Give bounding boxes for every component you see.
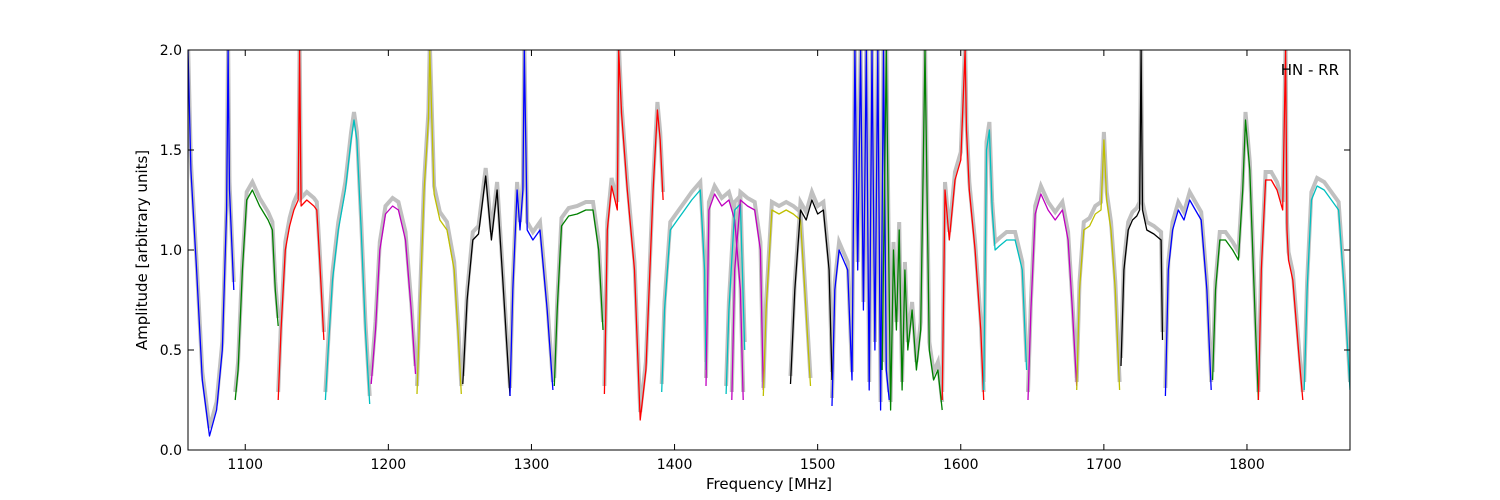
series-line-9: [603, 50, 664, 421]
y-tick-label: 0.0: [160, 443, 182, 459]
y-tick-label: 1.0: [160, 243, 182, 259]
series-line-20: [1027, 193, 1078, 401]
series-line-11: [705, 193, 744, 401]
series-line-16: [831, 50, 890, 411]
series-line-1: [234, 189, 279, 401]
series-line-21: [1076, 139, 1121, 391]
y-tick-label: 1.5: [160, 143, 182, 159]
x-tick-label: 1800: [1229, 457, 1265, 473]
plot-annotation: HN - RR: [1281, 61, 1339, 79]
series-line-23: [1164, 199, 1212, 397]
series-line-8: [553, 209, 604, 387]
series-line-26: [1303, 185, 1350, 391]
series-line-25: [1257, 50, 1304, 401]
series-line-0: [188, 50, 235, 437]
series-line-6: [462, 175, 511, 397]
series-line-14: [762, 209, 812, 397]
background-trace-19: [981, 121, 1029, 383]
series-line-2: [277, 50, 325, 401]
x-tick-label: 1600: [943, 457, 979, 473]
series-line-10: [661, 189, 707, 393]
series-line-7: [509, 50, 554, 397]
y-axis-label: Amplitude [arbitrary units]: [133, 150, 151, 350]
y-tick-label: 2.0: [160, 43, 182, 59]
x-tick-label: 1200: [371, 457, 407, 473]
series-line-13: [731, 199, 764, 401]
x-tick-label: 1500: [800, 457, 836, 473]
background-trace-2: [276, 50, 326, 393]
y-tick-label: 0.5: [160, 343, 182, 359]
x-axis: 1100 1200 1300 1400 1500 1600 1700 1800: [227, 50, 1265, 473]
series-line-17: [881, 50, 943, 411]
series-line-3: [324, 119, 371, 405]
x-tick-label: 1400: [657, 457, 693, 473]
series-line-12: [725, 203, 746, 395]
x-tick-label: 1300: [514, 457, 550, 473]
series-line-24: [1211, 119, 1260, 401]
x-tick-label: 1700: [1086, 457, 1122, 473]
x-axis-label: Frequency [MHz]: [706, 475, 832, 493]
series-layer: [188, 50, 1350, 437]
series-line-4: [370, 205, 417, 385]
series-line-5: [416, 50, 462, 395]
series-line-15: [789, 199, 833, 385]
series-line-19: [983, 129, 1028, 391]
x-tick-label: 1100: [227, 457, 263, 473]
y-axis: 0.0 0.5 1.0 1.5 2.0: [160, 43, 1350, 459]
series-line-22: [1120, 50, 1164, 367]
series-line-18: [941, 50, 985, 401]
